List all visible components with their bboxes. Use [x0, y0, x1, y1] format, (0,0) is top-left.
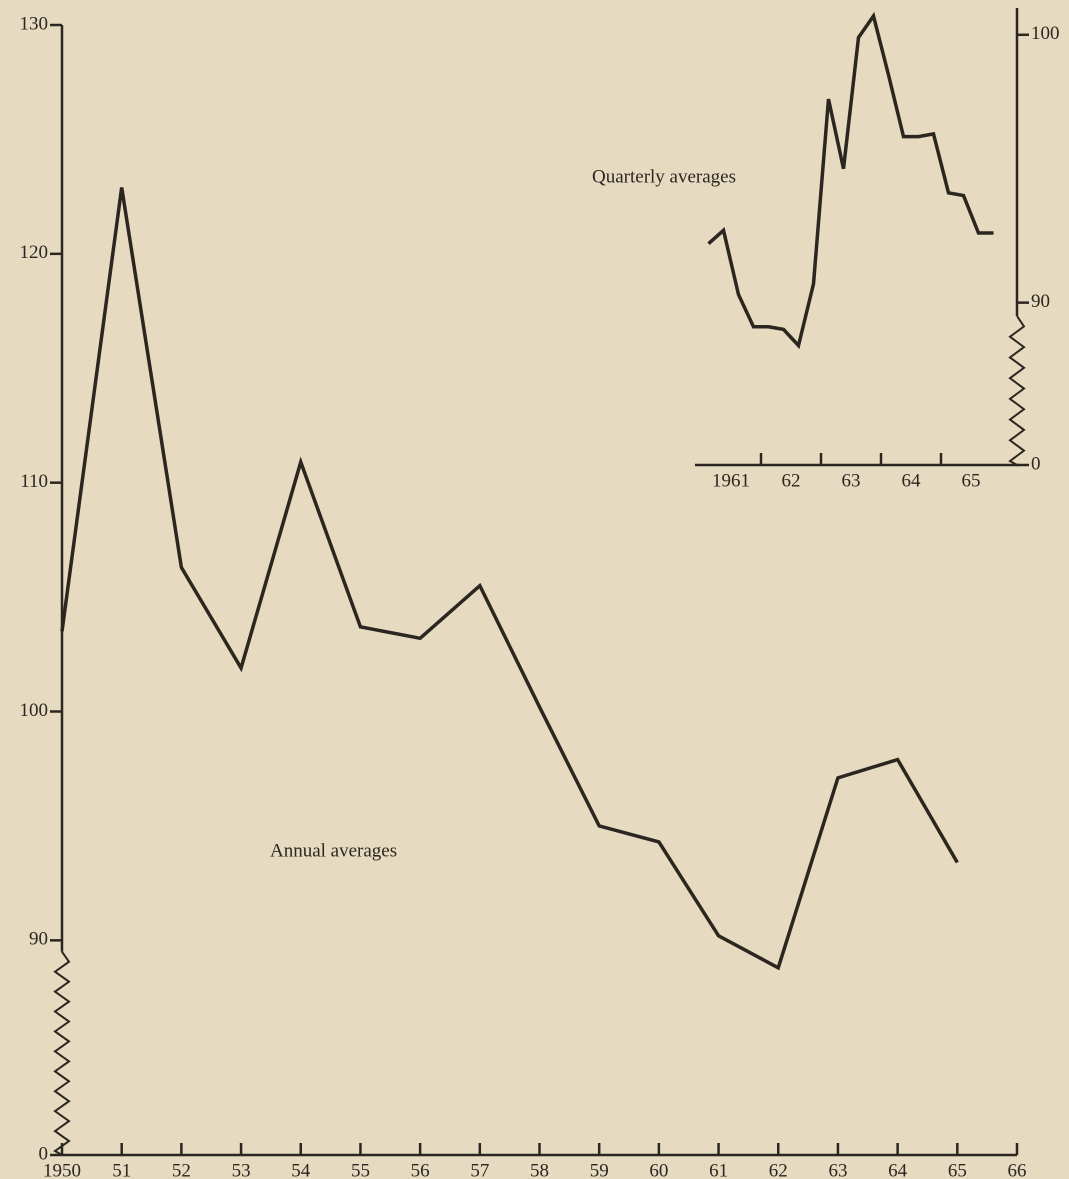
x-tick-label: 1961 — [712, 470, 750, 491]
x-tick-label: 64 — [902, 470, 922, 491]
x-tick-label: 65 — [962, 470, 981, 491]
y-tick-label: 100 — [1031, 23, 1060, 44]
x-tick-label: 62 — [782, 470, 801, 491]
x-tick-label: 58 — [530, 1160, 549, 1179]
x-tick-label: 63 — [842, 470, 861, 491]
annotation: Annual averages — [270, 840, 397, 861]
data-line — [60, 187, 959, 971]
x-tick-label: 64 — [888, 1160, 908, 1179]
data-line — [707, 11, 994, 350]
annotation: Quarterly averages — [592, 166, 736, 187]
x-tick-label: 1950 — [43, 1160, 81, 1179]
x-tick-label: 63 — [828, 1160, 847, 1179]
x-tick-label: 62 — [769, 1160, 788, 1179]
y-tick-label: 0 — [1031, 453, 1041, 474]
x-tick-label: 53 — [232, 1160, 251, 1179]
x-tick-label: 59 — [590, 1160, 609, 1179]
y-tick-label: 0 — [39, 1143, 49, 1164]
x-tick-label: 65 — [948, 1160, 967, 1179]
y-tick-label: 90 — [1031, 291, 1050, 312]
y-tick-label: 110 — [20, 471, 48, 492]
y-tick-label: 100 — [20, 700, 49, 721]
x-tick-label: 56 — [411, 1160, 430, 1179]
x-tick-label: 55 — [351, 1160, 370, 1179]
y-tick-label: 90 — [29, 929, 48, 950]
x-tick-label: 66 — [1008, 1160, 1027, 1179]
x-tick-label: 54 — [291, 1160, 311, 1179]
x-tick-label: 61 — [709, 1160, 728, 1179]
x-tick-label: 60 — [649, 1160, 668, 1179]
y-tick-label: 120 — [20, 242, 49, 263]
x-tick-label: 52 — [172, 1160, 191, 1179]
axis-break — [53, 951, 71, 1156]
y-tick-label: 130 — [20, 13, 49, 34]
x-tick-label: 57 — [470, 1160, 489, 1179]
x-tick-label: 51 — [112, 1160, 131, 1179]
axis-break — [1008, 315, 1026, 466]
